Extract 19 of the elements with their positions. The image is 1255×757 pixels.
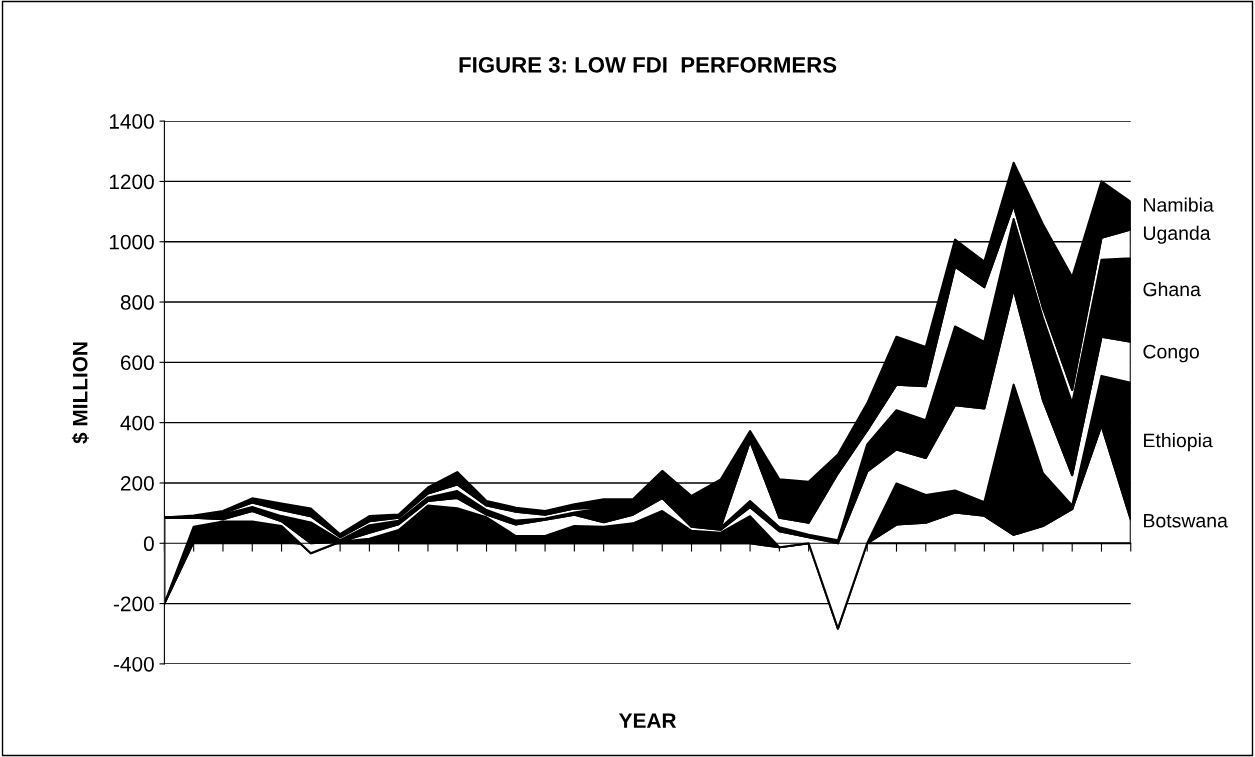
y-tick-label: 600 [120,355,154,371]
y-tick-label: -200 [113,596,154,612]
series-label: Ghana [1143,281,1201,297]
series-label: Botswana [1144,513,1228,528]
x-axis-title: YEAR [618,713,677,728]
y-tick-label: 800 [120,295,154,310]
y-axis-title: $ MILLION [71,342,89,444]
y-tick-label: 1200 [109,174,154,190]
y-tick-label: 0 [143,536,154,552]
y-tick-label: 200 [120,475,154,491]
series-label: Namibia [1144,197,1214,212]
series-label: Uganda [1143,225,1211,244]
y-tick-label: 400 [120,415,154,431]
series-label: Congo [1143,344,1199,363]
series-label: Ethiopia [1144,433,1213,452]
y-tick-label: -400 [113,656,154,672]
chart-title: FIGURE 3: LOW FDI PERFORMERS [459,56,837,73]
y-tick-label: 1000 [109,234,154,250]
y-tick-label: 1400 [109,114,154,129]
